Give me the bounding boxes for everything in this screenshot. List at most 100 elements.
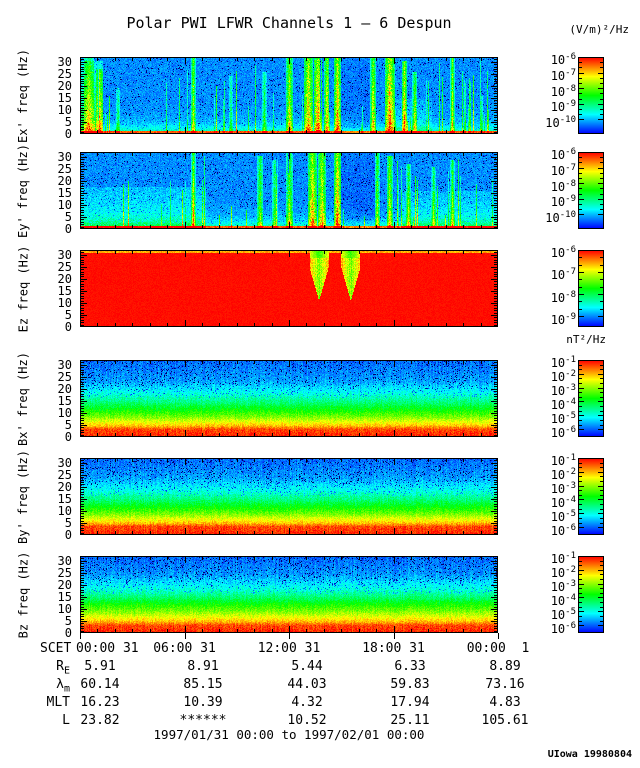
credit-label: UIowa 19980804 [547, 749, 632, 760]
time-axis-tick [289, 633, 290, 639]
spectrogram-canvas-ex [80, 57, 498, 134]
ytick-label: 25 [57, 467, 72, 482]
panel-ylabel-text: By' freq (Hz) [16, 449, 31, 544]
ytick-label: 30 [57, 247, 72, 262]
colorbar-tick-label: 10-7 [550, 267, 576, 283]
ytick-label: 25 [57, 161, 72, 176]
colorbar-tick-label: 10-4 [550, 593, 576, 609]
ytick-label: 10 [57, 102, 72, 117]
scet-label: SCET [40, 641, 72, 656]
colorbar-tick-label: 10-6 [550, 425, 576, 441]
colorbar-tick-label: 10-6 [550, 245, 576, 260]
ytick-label: 25 [57, 259, 72, 274]
figure-title: Polar PWI LFWR Channels 1 — 6 Despun [126, 14, 452, 32]
panel-ylabel-text: Ez freq (Hz) [16, 245, 31, 332]
time-axis-tick [394, 633, 395, 639]
panel-ylabel-text: Bz freq (Hz) [16, 551, 31, 638]
colorbar-tick-label: 10-5 [550, 411, 576, 427]
panel-ylabel: Ey' freq (Hz) [8, 144, 38, 238]
spectrogram-canvas-bz [80, 556, 498, 633]
ytick-label: 5 [64, 307, 72, 322]
colorbar-tick-label: 10-8 [550, 289, 576, 305]
spectrogram-canvas-bx [80, 360, 498, 437]
time-axis-tick [80, 633, 81, 639]
ephemeris-value: 73.16 [485, 677, 525, 692]
ephemeris-row-label: RE [56, 659, 70, 677]
time-axis-tick [185, 633, 186, 639]
colorbar-ey [578, 152, 604, 229]
ytick-label: 15 [57, 185, 72, 200]
colorbar-tick-label: 10-4 [550, 495, 576, 511]
ytick-label: 30 [57, 357, 72, 372]
ytick-label: 15 [57, 491, 72, 506]
colorbar-tick-label: 10-6 [550, 52, 576, 67]
colorbar-tick-label: 10-1 [550, 453, 576, 468]
ephemeris-value: 16.23 [80, 695, 120, 710]
colorbar-ez [578, 250, 604, 327]
ephemeris-value: 10.39 [183, 695, 223, 710]
time-range-label: 1997/01/31 00:00 to 1997/02/01 00:00 [153, 727, 425, 742]
time-tick-label: 00:00 1 [466, 641, 530, 656]
ytick-label: 0 [64, 430, 72, 444]
ytick-label: 10 [57, 295, 72, 310]
colorbar-tick-label: 10-9 [550, 99, 576, 115]
ytick-label: 20 [57, 479, 72, 494]
spectrogram-canvas-by [80, 458, 498, 535]
colorbar-tick-label: 10-9 [550, 194, 576, 210]
ytick-label: 30 [57, 553, 72, 568]
panel-ylabel-text: Bx' freq (Hz) [16, 351, 31, 446]
ephemeris-value: 60.14 [80, 677, 120, 692]
panel-ylabel: Bx' freq (Hz) [8, 352, 38, 446]
ytick-label: 20 [57, 271, 72, 286]
ytick-label: 5 [64, 417, 72, 432]
ytick-label: 15 [57, 589, 72, 604]
colorbar-tick-label: 10-2 [550, 565, 576, 580]
panel-ylabel: By' freq (Hz) [8, 450, 38, 544]
panel-ylabel-text: Ey' freq (Hz) [16, 143, 31, 238]
ytick-label: 0 [64, 626, 72, 640]
colorbar-tick-label: 10-9 [550, 311, 576, 327]
colorbar-tick-label: 10-3 [550, 481, 576, 497]
ephemeris-value: 5.91 [84, 659, 116, 674]
ephemeris-value: 4.32 [291, 695, 323, 710]
panel-ylabel: Ex' freq (Hz) [8, 49, 38, 143]
ytick-label: 10 [57, 405, 72, 420]
colorbar-tick-label: 10-6 [550, 621, 576, 637]
ytick-label: 5 [64, 209, 72, 224]
ytick-label: 15 [57, 90, 72, 105]
ytick-label: 25 [57, 565, 72, 580]
ytick-label: 0 [64, 528, 72, 542]
ytick-label: 5 [64, 515, 72, 530]
colorbar-tick-label: 10-3 [550, 383, 576, 399]
colorbar-tick-label: 10-8 [550, 83, 576, 99]
ytick-label: 5 [64, 114, 72, 129]
time-axis-tick [498, 633, 499, 639]
ytick-label: 15 [57, 283, 72, 298]
ytick-label: 0 [64, 320, 72, 334]
ephemeris-value: 8.89 [489, 659, 521, 674]
ephemeris-row-label: L [62, 713, 70, 728]
ephemeris-row-label: MLT [46, 695, 70, 710]
spectrogram-canvas-ez [80, 250, 498, 327]
colorbar-tick-label: 10-10 [545, 210, 576, 226]
colorbar-tick-label: 10-2 [550, 467, 576, 482]
colorbar-bz [578, 556, 604, 633]
ytick-label: 20 [57, 78, 72, 93]
ytick-label: 5 [64, 613, 72, 628]
colorbar-tick-label: 10-3 [550, 579, 576, 595]
ytick-label: 30 [57, 455, 72, 470]
colorbar-tick-label: 10-10 [545, 115, 576, 131]
ephemeris-value: ****** [179, 713, 227, 728]
ytick-label: 10 [57, 601, 72, 616]
panel-ylabel: Ez freq (Hz) [8, 245, 38, 332]
ephemeris-row-label: λm [56, 677, 70, 695]
ytick-label: 20 [57, 173, 72, 188]
ytick-label: 0 [64, 222, 72, 236]
colorbar-tick-label: 10-6 [550, 523, 576, 539]
ephemeris-value: 105.61 [481, 713, 529, 728]
colorbar-tick-label: 10-7 [550, 162, 576, 178]
ytick-label: 10 [57, 503, 72, 518]
panel-ylabel: Bz freq (Hz) [8, 551, 38, 638]
time-tick-label: 06:00 31 [153, 641, 216, 656]
